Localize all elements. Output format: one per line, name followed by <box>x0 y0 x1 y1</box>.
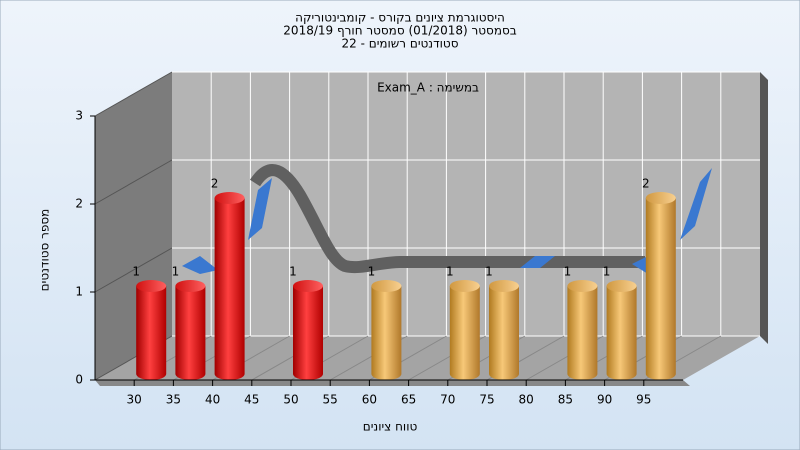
bar <box>214 198 245 380</box>
bar <box>293 286 323 380</box>
value-label: 1 <box>485 265 493 279</box>
grid-line <box>94 71 173 117</box>
x-tick-label: 95 <box>636 393 651 407</box>
bar <box>449 286 480 380</box>
value-label: 2 <box>642 177 650 191</box>
bar-top <box>175 280 206 292</box>
bar <box>371 286 402 380</box>
x-tick-label: 65 <box>401 393 416 407</box>
bar <box>606 286 637 380</box>
bar-top <box>489 280 519 292</box>
y-tick-label: 0 <box>75 373 83 387</box>
x-tick-label: 90 <box>597 393 612 407</box>
value-label: 2 <box>211 177 219 191</box>
bar <box>136 286 167 380</box>
y-tick-label: 3 <box>75 109 83 123</box>
bar-top <box>293 280 323 292</box>
value-label: 1 <box>289 265 297 279</box>
value-label: 1 <box>446 265 454 279</box>
bar-top <box>136 280 167 292</box>
bar-top <box>371 280 402 292</box>
x-tick-label: 70 <box>440 393 455 407</box>
bars: 1 1 2 1 1 1 1 1 1 2 <box>132 177 676 380</box>
bar <box>567 286 598 380</box>
x-tick-label: 30 <box>127 393 142 407</box>
x-tick-label: 80 <box>519 393 534 407</box>
x-tick-label: 55 <box>323 393 338 407</box>
bar-top <box>606 280 637 292</box>
x-tick-label: 50 <box>283 393 298 407</box>
value-label: 1 <box>603 265 611 279</box>
bar-top <box>645 192 676 204</box>
x-tick-label: 40 <box>205 393 220 407</box>
back-wall <box>172 72 760 336</box>
grid-line <box>94 247 173 293</box>
bar-top <box>214 192 245 204</box>
bar-top <box>449 280 480 292</box>
value-label: 1 <box>564 265 572 279</box>
bar-top <box>567 280 598 292</box>
chart-subtitle: סטודנטים רשומים - 22 <box>341 37 458 51</box>
y-tick-label: 1 <box>75 285 83 299</box>
x-tick-label: 85 <box>558 393 573 407</box>
wall-edge <box>760 72 768 344</box>
bar <box>175 286 206 380</box>
fit-ribbon <box>520 256 555 268</box>
x-tick-label: 45 <box>244 393 259 407</box>
fit-ribbon <box>182 256 218 274</box>
chart-subtitle: בסמסטר (01/2018) סמסטר חורף 2018/19 <box>283 24 516 38</box>
y-axis-label: מספר סטודנטים <box>38 209 52 292</box>
value-label: 1 <box>132 265 140 279</box>
y-tick-label: 2 <box>75 197 83 211</box>
chart-title: היסטוגרמת ציונים בקורס - קומבינטוריקה <box>295 11 505 25</box>
bar <box>645 198 676 380</box>
fit-ribbon <box>680 168 712 240</box>
floor-edge <box>95 380 690 386</box>
fit-ribbon <box>248 178 272 240</box>
x-axis-label: טווח ציונים <box>363 420 418 434</box>
bar <box>489 286 519 380</box>
grid-line <box>94 159 173 205</box>
x-tick-label: 35 <box>166 393 181 407</box>
x-tick-label: 60 <box>362 393 377 407</box>
fit-ribbon <box>249 164 645 274</box>
x-tick-label: 75 <box>479 393 494 407</box>
annotation: Exam_A : במשימה <box>377 81 479 95</box>
value-label: 1 <box>368 265 376 279</box>
value-label: 1 <box>172 265 180 279</box>
